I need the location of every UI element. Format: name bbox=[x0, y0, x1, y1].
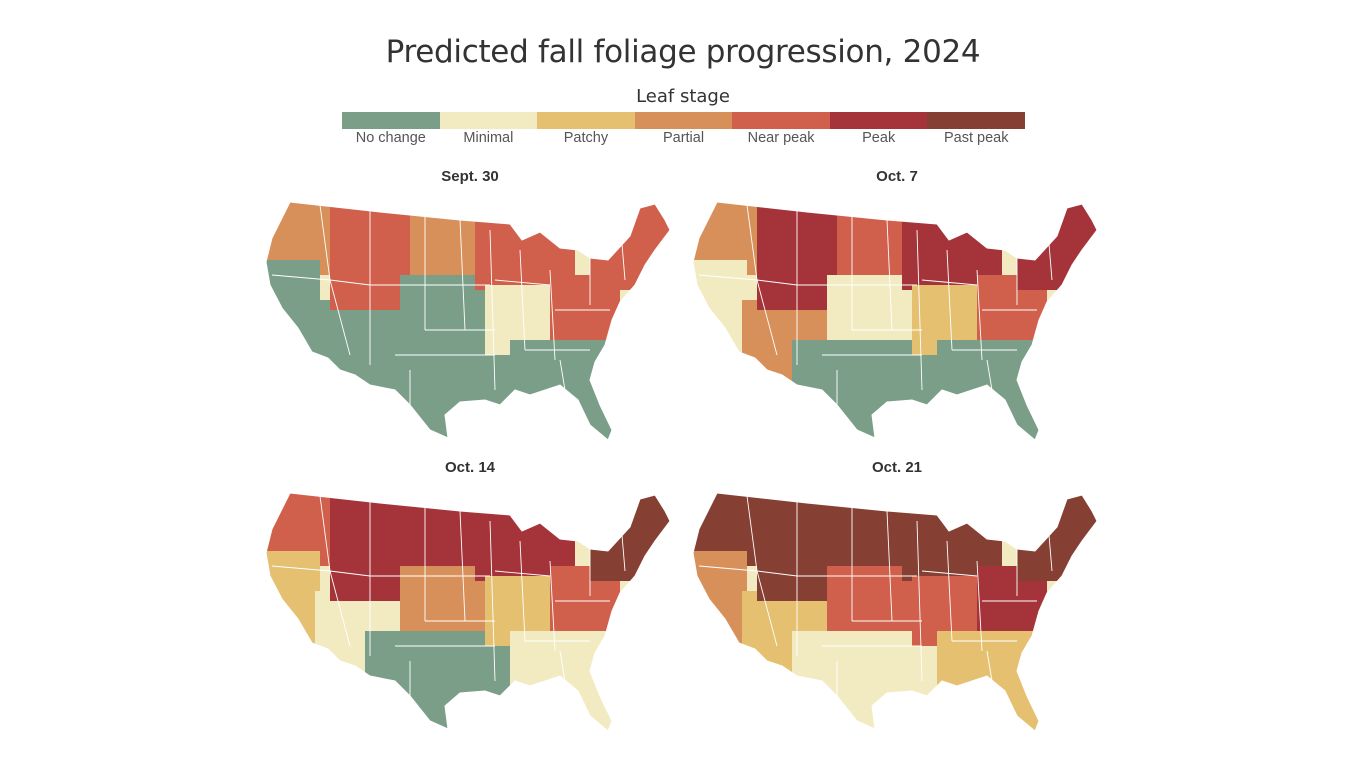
legend-swatch-patchy bbox=[537, 112, 635, 129]
state-border bbox=[329, 570, 371, 577]
foliage-map-oct-21 bbox=[692, 492, 1098, 732]
state-border bbox=[886, 219, 893, 331]
map-date-label: Oct. 7 bbox=[876, 168, 918, 185]
legend-title: Leaf stage bbox=[636, 86, 730, 107]
legend-swatch-near-peak bbox=[732, 112, 830, 129]
state-border bbox=[976, 269, 983, 361]
state-border bbox=[494, 570, 551, 577]
us-outline bbox=[692, 492, 1098, 732]
state-border bbox=[519, 249, 526, 351]
legend-item-past-peak: Past peak bbox=[927, 112, 1026, 146]
state-border bbox=[698, 274, 758, 281]
legend-item-near-peak: Near peak bbox=[732, 112, 830, 146]
state-border bbox=[494, 279, 551, 286]
state-border bbox=[986, 650, 993, 682]
state-border bbox=[329, 279, 351, 356]
state-border bbox=[559, 650, 566, 682]
state-border bbox=[459, 510, 466, 622]
region-new-england bbox=[590, 202, 670, 290]
region-southeast bbox=[510, 340, 620, 440]
state-border bbox=[756, 279, 798, 286]
state-border bbox=[756, 570, 778, 647]
legend-item-partial: Partial bbox=[634, 112, 733, 146]
state-border bbox=[459, 219, 466, 331]
state-border bbox=[489, 229, 496, 391]
legend-label-partial: Partial bbox=[662, 130, 705, 146]
state-borders bbox=[698, 495, 1053, 696]
leaf-stage-legend: No change Minimal Patchy Partial Near pe… bbox=[342, 112, 1026, 146]
us-outline bbox=[265, 201, 671, 441]
map-panel-oct-7: Oct. 7 bbox=[687, 168, 1107, 443]
state-border bbox=[559, 359, 566, 391]
region-new-england bbox=[590, 493, 670, 581]
legend-swatch-peak bbox=[829, 112, 928, 129]
state-border bbox=[271, 274, 331, 281]
state-border bbox=[986, 359, 993, 391]
region-new-england bbox=[1017, 493, 1097, 581]
map-panel-sept-30: Sept. 30 bbox=[260, 168, 680, 443]
state-border bbox=[319, 495, 331, 572]
state-borders bbox=[271, 495, 626, 696]
state-border bbox=[489, 520, 496, 682]
legend-label-peak: Peak bbox=[862, 130, 896, 146]
legend-item-no-change: No change bbox=[342, 112, 440, 146]
state-border bbox=[698, 565, 758, 572]
legend-swatch-past-peak bbox=[927, 112, 1026, 129]
state-border bbox=[756, 279, 778, 356]
legend-label-no-change: No change bbox=[355, 130, 426, 146]
state-borders bbox=[698, 204, 1053, 405]
region-new-england bbox=[1017, 202, 1097, 290]
state-border bbox=[916, 229, 923, 391]
map-date-label: Oct. 21 bbox=[871, 459, 923, 476]
foliage-map-oct-14 bbox=[265, 492, 671, 732]
state-border bbox=[746, 204, 758, 281]
legend-item-patchy: Patchy bbox=[537, 112, 635, 146]
legend-label-minimal: Minimal bbox=[463, 130, 514, 146]
us-outline bbox=[692, 201, 1098, 441]
state-border bbox=[329, 570, 351, 647]
legend-item-minimal: Minimal bbox=[439, 112, 538, 146]
region-southeast bbox=[510, 631, 620, 731]
map-panel-oct-14: Oct. 14 bbox=[260, 459, 680, 734]
state-border bbox=[549, 269, 556, 361]
foliage-map-oct-7 bbox=[692, 201, 1098, 441]
map-date-label: Sept. 30 bbox=[441, 168, 499, 185]
region-southeast bbox=[937, 631, 1047, 731]
state-border bbox=[746, 495, 758, 572]
chart-title: Predicted fall foliage progression, 2024 bbox=[385, 34, 981, 70]
foliage-map-sept-30 bbox=[265, 201, 671, 441]
legend-item-peak: Peak bbox=[829, 112, 928, 146]
legend-swatch-minimal bbox=[439, 112, 538, 129]
legend-label-past-peak: Past peak bbox=[944, 130, 1009, 146]
state-border bbox=[886, 510, 893, 622]
us-outline bbox=[265, 492, 671, 732]
state-border bbox=[756, 570, 798, 577]
state-border bbox=[976, 560, 983, 652]
state-border bbox=[946, 249, 953, 351]
state-border bbox=[329, 279, 371, 286]
legend-label-near-peak: Near peak bbox=[747, 130, 815, 146]
map-panel-oct-21: Oct. 21 bbox=[687, 459, 1107, 734]
state-border bbox=[519, 540, 526, 642]
legend-swatch-partial bbox=[634, 112, 733, 129]
state-border bbox=[921, 570, 978, 577]
legend-label-patchy: Patchy bbox=[563, 130, 609, 146]
region-southeast bbox=[937, 340, 1047, 440]
state-border bbox=[271, 565, 331, 572]
legend-swatch-no-change bbox=[342, 112, 440, 129]
state-border bbox=[319, 204, 331, 281]
state-borders bbox=[271, 204, 626, 405]
state-border bbox=[921, 279, 978, 286]
map-date-label: Oct. 14 bbox=[444, 459, 496, 476]
state-border bbox=[549, 560, 556, 652]
state-border bbox=[946, 540, 953, 642]
state-border bbox=[916, 520, 923, 682]
